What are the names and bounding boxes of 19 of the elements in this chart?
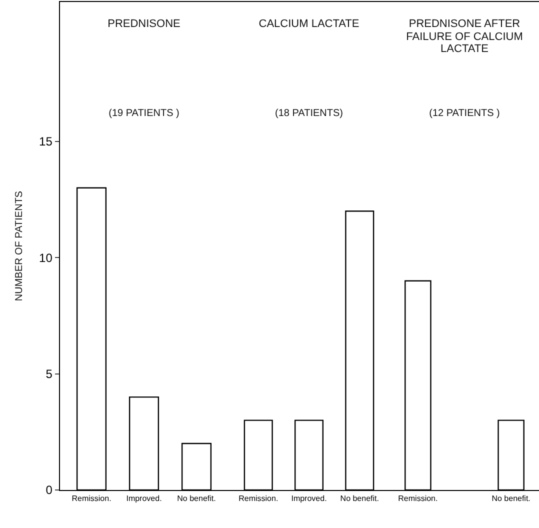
x-tick-label: Improved. bbox=[291, 494, 327, 503]
x-tick-label: No benefit. bbox=[340, 494, 379, 503]
y-tick-label: 15 bbox=[39, 134, 53, 149]
y-tick-label: 10 bbox=[39, 250, 53, 265]
x-tick-label: Remission. bbox=[72, 494, 112, 503]
text: (18 PATIENTS) bbox=[274, 108, 344, 120]
text: PREDNISONE bbox=[106, 18, 182, 31]
text: (12 PATIENTS ) bbox=[428, 108, 501, 120]
x-tick-label: Remission. bbox=[238, 494, 278, 503]
x-tick-label: No benefit. bbox=[177, 494, 216, 503]
text: PREDNISONE AFTER FAILURE OF CALCIUM LACTATE bbox=[405, 18, 524, 56]
y-axis-title: NUMBER OF PATIENTS bbox=[14, 190, 26, 302]
text: CALCIUM LACTATE bbox=[258, 18, 360, 31]
text: (19 PATIENTS ) bbox=[108, 108, 180, 120]
y-tick-label: 0 bbox=[46, 483, 53, 498]
x-tick-label: Improved. bbox=[126, 494, 162, 503]
y-tick-label: 5 bbox=[46, 367, 53, 382]
x-tick-label: Remission. bbox=[398, 494, 438, 503]
x-tick-label: No benefit. bbox=[492, 494, 530, 503]
